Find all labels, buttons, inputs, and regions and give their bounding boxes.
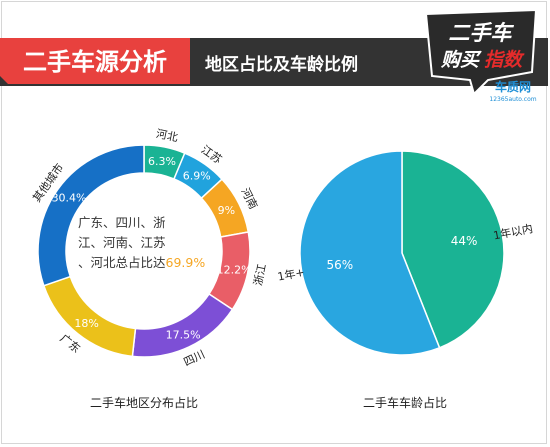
donut-value-label: 17.5% <box>166 328 201 341</box>
logo-badge <box>424 8 538 96</box>
logo-url: 12365auto.com <box>489 96 536 103</box>
header: 二手车源分析 地区占比及车龄比例 <box>0 38 548 86</box>
donut-value-label: 30.4% <box>52 192 87 205</box>
donut-category-label: 河南 <box>238 186 259 211</box>
header-title-badge <box>0 38 190 84</box>
donut-caption: 二手车地区分布占比 <box>90 395 198 410</box>
donut-value-label: 9% <box>218 204 235 217</box>
donut-center-text: 、河北总占比达69.9% <box>78 255 205 270</box>
pie-caption: 二手车车龄占比 <box>363 395 447 410</box>
donut-slice-7 <box>37 144 145 287</box>
brand-logo: 二手车 购买 指数 车质网 12365auto.com <box>424 8 538 103</box>
pie-slice-1 <box>401 150 505 349</box>
logo-site: 车质网 <box>495 79 531 94</box>
pie-category-label: 1年+ <box>276 265 305 284</box>
header-subtitle: 地区占比及车龄比例 <box>205 54 358 75</box>
donut-category-label: 浙江 <box>252 263 269 287</box>
pie-slice-2 <box>299 150 441 356</box>
donut-center-value: 69.9% <box>166 255 206 270</box>
logo-line1: 二手车 <box>449 21 515 45</box>
donut-value-label: 12.2% <box>217 263 252 276</box>
donut-category-label: 四川 <box>182 348 207 369</box>
logo-line2b: 指数 <box>484 49 525 71</box>
donut-slice-5 <box>131 292 234 358</box>
donut-center-text: 江、河南、江苏 <box>78 235 166 250</box>
pie-value-label: 44% <box>451 234 478 248</box>
pie-value-label: 56% <box>327 258 354 272</box>
donut-category-label: 河北 <box>155 127 179 144</box>
logo-line2a: 购买 <box>440 49 482 71</box>
donut-value-label: 6.9% <box>183 170 211 183</box>
donut-value-label: 18% <box>74 317 98 330</box>
donut-center-text: 广东、四川、浙 <box>78 215 166 230</box>
donut-value-label: 6.3% <box>148 155 176 168</box>
header-title: 二手车源分析 <box>23 48 167 76</box>
